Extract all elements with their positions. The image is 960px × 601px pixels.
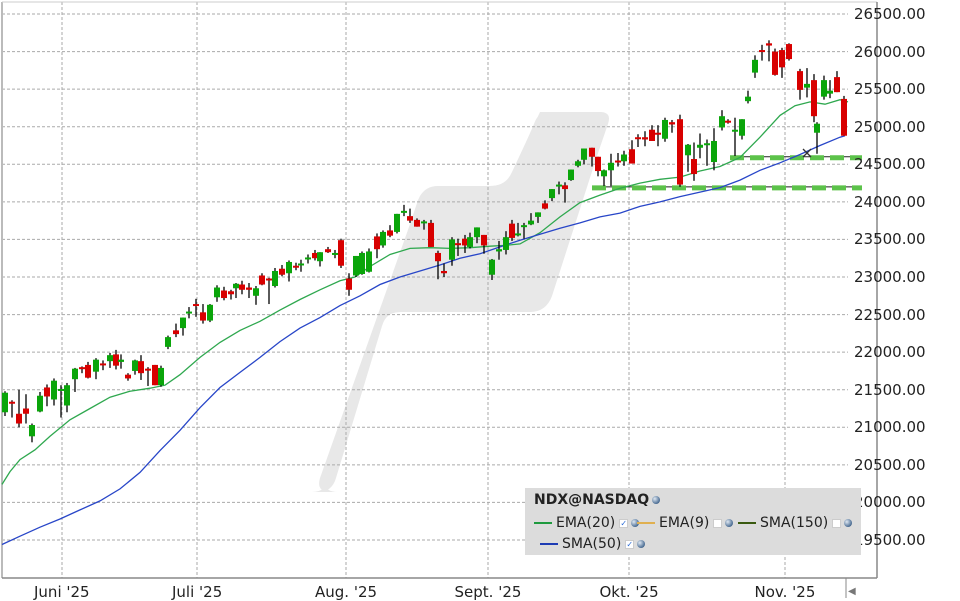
- symbol-label: NDX@NASDAQ: [534, 492, 650, 508]
- sma50-checkbox[interactable]: ✓: [625, 539, 635, 549]
- ema9-swatch: [637, 522, 655, 524]
- x-tick-label: Sept. '25: [454, 583, 522, 601]
- x-tick-label: Juni '25: [34, 583, 90, 601]
- y-tick-label: 24500.00: [854, 155, 926, 174]
- y-tick-label: 25500.00: [854, 80, 926, 99]
- legend-label: SMA(150): [760, 515, 829, 531]
- legend-title: NDX@NASDAQ: [534, 492, 661, 508]
- plot-frame: [1, 1, 878, 598]
- ema9-checkbox[interactable]: [713, 518, 723, 528]
- y-tick-label: 22000.00: [854, 343, 926, 362]
- ema20-checkbox[interactable]: ✓: [619, 518, 629, 528]
- support-lines: [592, 155, 862, 191]
- y-tick-label: 26500.00: [854, 5, 926, 23]
- sma150-swatch: [738, 522, 756, 524]
- legend-panel: NDX@NASDAQ EMA(20) ✓ EMA(9) SMA(150) SMA…: [525, 488, 861, 555]
- sma50-swatch: [540, 543, 558, 545]
- legend-label: EMA(20): [556, 515, 616, 531]
- legend-item-sma150[interactable]: SMA(150): [738, 515, 853, 531]
- x-tick-label: Nov. '25: [754, 583, 816, 601]
- watermark-logo: [312, 112, 609, 492]
- globe-icon[interactable]: [725, 519, 734, 527]
- globe-icon[interactable]: [637, 540, 646, 548]
- y-tick-label: 23000.00: [854, 268, 926, 286]
- x-tick-label: Juli '25: [172, 583, 223, 601]
- scroll-left-arrow-icon[interactable]: ◀: [848, 586, 856, 597]
- y-tick-label: 24000.00: [854, 192, 926, 211]
- y-tick-label: 20000.00: [854, 493, 926, 512]
- grid-lines: [2, 2, 848, 578]
- y-tick-label: 19500.00: [854, 531, 926, 549]
- globe-icon[interactable]: [631, 519, 640, 527]
- y-tick-label: 20500.00: [854, 455, 926, 474]
- legend-item-ema9[interactable]: EMA(9): [637, 515, 734, 531]
- legend-item-sma50[interactable]: SMA(50) ✓: [540, 536, 646, 552]
- y-tick-label: 25000.00: [854, 117, 926, 136]
- y-tick-label: 22500.00: [854, 305, 926, 324]
- legend-label: SMA(50): [562, 536, 622, 552]
- legend-item-ema20[interactable]: EMA(20) ✓: [534, 515, 640, 531]
- cross-marker: [802, 148, 812, 158]
- globe-icon[interactable]: [844, 519, 853, 527]
- y-tick-label: 26000.00: [854, 42, 926, 61]
- legend-label: EMA(9): [659, 515, 710, 531]
- indicator-lines: [1, 99, 849, 546]
- y-tick-label: 21500.00: [854, 380, 926, 399]
- y-tick-label: 21000.00: [854, 418, 926, 437]
- x-tick-label: Okt. '25: [599, 583, 659, 601]
- candlesticks: [2, 40, 847, 443]
- y-tick-label: 23500.00: [854, 230, 926, 249]
- ema20-swatch: [534, 522, 552, 524]
- globe-icon[interactable]: [652, 496, 661, 504]
- sma150-checkbox[interactable]: [832, 518, 842, 528]
- x-tick-label: Aug. '25: [315, 583, 378, 601]
